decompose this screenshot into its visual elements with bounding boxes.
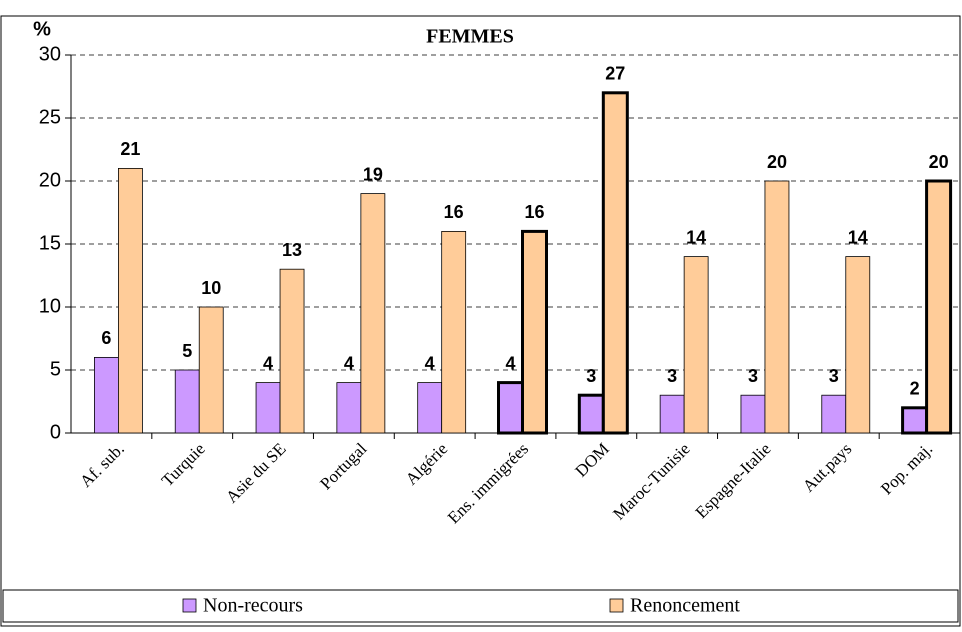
bar: [901, 406, 929, 435]
value-label: 3: [667, 366, 677, 386]
value-label: 4: [425, 353, 435, 373]
value-label: 3: [748, 366, 758, 386]
y-tick-label: 15: [39, 232, 61, 254]
bar: [94, 356, 119, 434]
bar: [601, 91, 629, 435]
bar: [174, 369, 200, 434]
value-label: 16: [444, 202, 464, 222]
bar: [360, 193, 386, 434]
value-label: 3: [829, 366, 839, 386]
x-tick-label: Turquie: [158, 439, 209, 490]
bar: [521, 229, 548, 435]
value-label: 6: [101, 328, 111, 348]
bar: [336, 382, 362, 434]
value-label: 14: [686, 227, 706, 247]
y-axis-label: %: [33, 18, 51, 40]
bar: [821, 394, 847, 434]
bar: [845, 256, 871, 434]
bar: [198, 306, 224, 434]
x-tick-label: Aut.pays: [799, 439, 856, 496]
bar: [764, 180, 790, 434]
y-tick-label: 20: [39, 169, 61, 191]
bar: [279, 268, 305, 434]
legend-box: [2, 589, 959, 623]
value-label: 14: [848, 227, 868, 247]
bar: [255, 382, 281, 434]
value-label: 4: [505, 353, 515, 373]
legend-swatch: [609, 598, 624, 613]
value-label: 21: [120, 139, 140, 159]
chart-frame: [0, 15, 961, 627]
bar: [925, 179, 953, 435]
x-tick-label: Pop. maj.: [877, 439, 936, 498]
value-label: 3: [586, 366, 596, 386]
x-tick-label: Algérie: [402, 439, 451, 488]
y-tick-label: 10: [39, 295, 61, 317]
legend-label: Non-recours: [203, 595, 303, 617]
bar: [118, 167, 143, 434]
x-tick-label: Portugal: [316, 439, 370, 493]
value-label: 13: [282, 240, 302, 260]
x-tick-label: Ens. immigrées: [444, 439, 532, 527]
legend-label: Renoncement: [630, 595, 740, 617]
bar: [740, 394, 766, 434]
x-tick-label: Af. sub.: [76, 439, 128, 491]
x-tick-label: DOM: [571, 439, 612, 480]
chart-title: FEMMES: [426, 26, 514, 48]
value-label: 19: [363, 164, 383, 184]
bar: [497, 381, 524, 435]
bar: [659, 394, 685, 434]
y-tick-label: 25: [39, 106, 61, 128]
value-label: 20: [929, 152, 949, 172]
bar: [683, 256, 709, 434]
x-tick-label: Espagne-Italie: [692, 439, 775, 522]
y-tick-label: 0: [50, 421, 61, 443]
value-label: 2: [910, 379, 920, 399]
x-tick-label: Asie du SE: [222, 439, 290, 507]
value-label: 20: [767, 152, 787, 172]
value-label: 27: [605, 64, 625, 84]
legend-swatch: [182, 598, 197, 613]
x-tick-label: Maroc-Tunisie: [609, 439, 693, 523]
bar: [441, 230, 467, 434]
value-label: 4: [344, 353, 354, 373]
value-label: 5: [182, 341, 192, 361]
y-tick-label: 30: [39, 43, 61, 65]
bar: [417, 382, 443, 434]
value-label: 10: [201, 278, 221, 298]
value-label: 4: [263, 353, 273, 373]
value-label: 16: [524, 202, 544, 222]
y-tick-label: 5: [50, 358, 61, 380]
bar: [577, 393, 605, 435]
